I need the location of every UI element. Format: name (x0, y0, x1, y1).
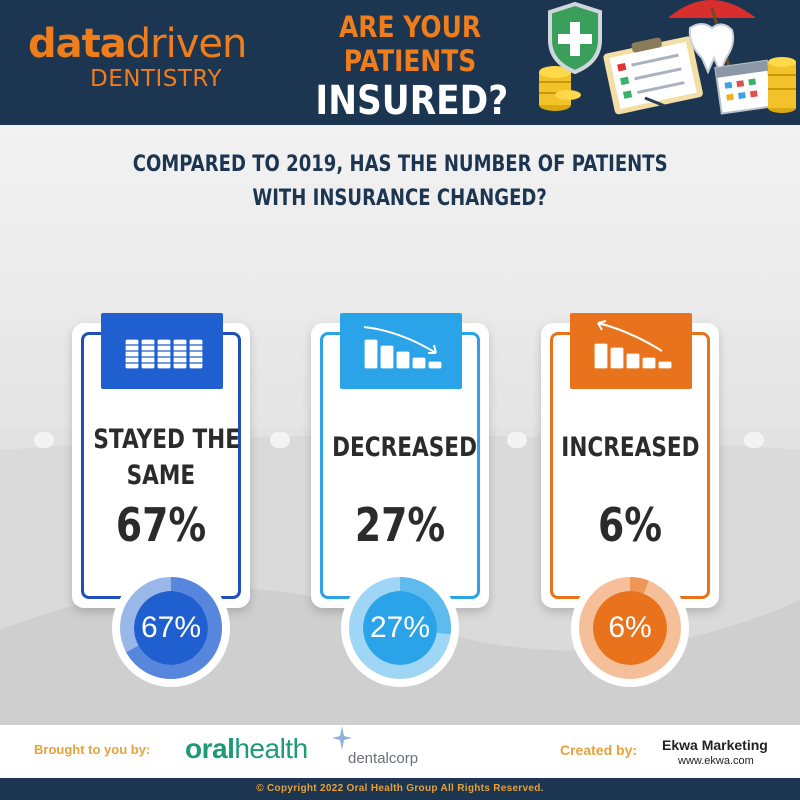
donut-value-label: 6% (608, 611, 652, 644)
ekwa-website: www.ekwa.com (678, 755, 754, 767)
copyright-bar: © Copyright 2022 Oral Health Group All R… (0, 778, 800, 800)
shield-icon (548, 1, 602, 75)
card-label-line: INCREASED (561, 432, 700, 463)
card-tab (340, 313, 462, 389)
clipboard-icon (603, 36, 703, 115)
connector-dot (744, 432, 764, 448)
value-label: 27% (354, 498, 446, 552)
card-label-line: DECREASED (332, 432, 477, 463)
card-label: STAYED THE SAME (75, 422, 247, 494)
card-label-line: SAME (126, 460, 196, 491)
created-by-label: Created by: (560, 742, 638, 758)
oralhealth-logo-health: health (234, 733, 308, 764)
donut-chart-decreased: 27% (340, 568, 460, 688)
donut-value-arc (120, 577, 222, 679)
donut-chart-increased: 6% (570, 568, 690, 688)
card-label: DECREASED (314, 430, 486, 466)
card-label: INCREASED (544, 430, 716, 466)
donut-svg (112, 569, 230, 687)
tooth-icon (688, 23, 735, 75)
card-tab (101, 313, 223, 389)
coins-decreasing-icon (363, 326, 443, 370)
donut-value-label: 27% (369, 611, 431, 644)
ekwa-marketing-name: Ekwa Marketing (662, 737, 768, 753)
header-banner: datadriven DENTISTRY ARE YOUR PATIENTS I… (0, 0, 800, 125)
connector-dot (270, 432, 290, 448)
card-percentage: 67% (75, 498, 247, 552)
headline-line-3: INSURED? (315, 78, 509, 124)
logo-word-data: data (28, 21, 127, 67)
donut-value-arc (349, 577, 451, 679)
donut-center (593, 591, 667, 665)
question-line-1: COMPARED TO 2019, HAS THE NUMBER OF PATI… (132, 152, 668, 177)
donut-svg (571, 569, 689, 687)
question-line-2: WITH INSURANCE CHANGED? (252, 186, 548, 211)
donut-value-label: 67% (140, 611, 202, 644)
logo-subtitle: DENTISTRY (90, 66, 222, 92)
connector-dot (507, 432, 527, 448)
result-card-increased: INCREASED 6% (541, 313, 719, 608)
card-percentage: 27% (314, 498, 486, 552)
result-card-stayed-the-same: STAYED THE SAME 67% (72, 313, 250, 608)
logo-word-driven: driven (125, 21, 248, 67)
oralhealth-logo: oralhealth (185, 733, 308, 765)
coin-stack-left-icon (539, 66, 581, 111)
card-label-line: STAYED THE (93, 424, 241, 455)
calendar-icon (714, 59, 775, 115)
brought-to-you-label: Brought to you by: (34, 742, 151, 757)
value-label: 6% (597, 498, 663, 552)
dentalcorp-star-icon (332, 726, 352, 750)
donut-svg (341, 569, 459, 687)
coin-stack-right-icon (768, 57, 796, 113)
card-percentage: 6% (544, 498, 716, 552)
dentalcorp-logo: dentalcorp (348, 750, 419, 767)
coins-increasing-icon (593, 320, 673, 370)
donut-chart-stayed-the-same: 67% (111, 568, 231, 688)
result-card-decreased: DECREASED 27% (311, 313, 489, 608)
survey-question: COMPARED TO 2019, HAS THE NUMBER OF PATI… (60, 148, 740, 216)
data-driven-dentistry-logo: datadriven DENTISTRY (28, 22, 288, 92)
insurance-illustration (539, 0, 796, 115)
headline-line-2: PATIENTS (343, 44, 477, 78)
oralhealth-logo-oral: oral (185, 733, 235, 764)
coin-stacks-icon (124, 338, 204, 370)
donut-center (363, 591, 437, 665)
donut-value-arc (579, 577, 681, 679)
card-tab (570, 313, 692, 389)
headline: ARE YOUR PATIENTS INSURED? (300, 10, 520, 124)
connector-dot (34, 432, 54, 448)
donut-center (134, 591, 208, 665)
headline-line-1: ARE YOUR (338, 10, 482, 44)
value-label: 67% (115, 498, 207, 552)
